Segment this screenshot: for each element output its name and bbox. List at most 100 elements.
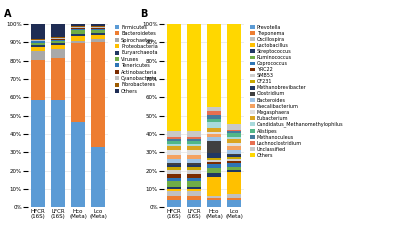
Bar [71, 43, 85, 122]
Bar [187, 200, 201, 207]
Bar [31, 24, 45, 39]
Bar [31, 41, 45, 43]
Bar [167, 170, 181, 174]
Bar [167, 150, 181, 155]
Bar [227, 157, 241, 159]
Bar [31, 100, 45, 207]
Bar [167, 131, 181, 137]
Bar [227, 159, 241, 161]
Legend: Prevotella, Treponema, Oscillospira, Lactobacillus, Streptococcus, Ruminococcus,: Prevotella, Treponema, Oscillospira, Lac… [250, 25, 343, 158]
Bar [227, 172, 241, 194]
Bar [227, 170, 241, 172]
Bar [207, 198, 221, 200]
Text: B: B [140, 9, 147, 19]
Bar [187, 191, 201, 196]
Bar [227, 142, 241, 146]
Bar [31, 51, 45, 60]
Bar [91, 26, 105, 27]
Bar [167, 139, 181, 141]
Bar [167, 174, 181, 178]
Bar [207, 122, 221, 128]
Bar [227, 200, 241, 207]
Bar [207, 160, 221, 162]
Bar [71, 24, 85, 26]
Bar [71, 34, 85, 36]
Bar [227, 24, 241, 124]
Bar [31, 45, 45, 47]
Bar [91, 30, 105, 33]
Bar [207, 111, 221, 115]
Bar [71, 27, 85, 28]
Bar [51, 39, 65, 40]
Bar [31, 40, 45, 41]
Bar [227, 150, 241, 154]
Bar [207, 115, 221, 119]
Bar [227, 130, 241, 131]
Bar [167, 141, 181, 144]
Bar [31, 43, 45, 45]
Bar [71, 26, 85, 27]
Bar [187, 178, 201, 181]
Bar [91, 24, 105, 26]
Bar [187, 139, 201, 141]
Bar [167, 155, 181, 159]
Bar [187, 155, 201, 159]
Bar [187, 165, 201, 167]
Bar [227, 167, 241, 170]
Bar [71, 41, 85, 43]
Bar [227, 161, 241, 163]
Bar [71, 36, 85, 41]
Bar [227, 194, 241, 198]
Bar [91, 29, 105, 30]
Bar [51, 49, 65, 58]
Bar [207, 177, 221, 196]
Bar [51, 40, 65, 41]
Bar [207, 141, 221, 153]
Bar [187, 187, 201, 189]
Bar [51, 43, 65, 45]
Bar [227, 124, 241, 130]
Bar [167, 137, 181, 139]
Bar [187, 174, 201, 178]
Bar [91, 147, 105, 207]
Bar [207, 24, 221, 107]
Bar [207, 128, 221, 132]
Bar [207, 107, 221, 111]
Bar [91, 28, 105, 29]
Bar [187, 189, 201, 191]
Bar [207, 167, 221, 173]
Bar [207, 162, 221, 164]
Bar [167, 159, 181, 163]
Bar [227, 163, 241, 167]
Bar [71, 30, 85, 34]
Bar [227, 133, 241, 137]
Bar [167, 165, 181, 167]
Bar [207, 119, 221, 122]
Bar [187, 146, 201, 150]
Bar [71, 29, 85, 30]
Bar [227, 198, 241, 200]
Bar [187, 167, 201, 170]
Bar [227, 154, 241, 155]
Bar [187, 163, 201, 165]
Bar [91, 33, 105, 35]
Bar [167, 189, 181, 191]
Bar [167, 146, 181, 150]
Bar [167, 181, 181, 187]
Bar [91, 27, 105, 28]
Bar [91, 35, 105, 39]
Legend: Firmicutes, Bacteroidetes, Spirochaetes, Proteobacteria, Euryarchaeota, Viruses,: Firmicutes, Bacteroidetes, Spirochaetes,… [114, 25, 158, 94]
Bar [227, 139, 241, 142]
Bar [167, 196, 181, 200]
Bar [207, 134, 221, 137]
Bar [187, 159, 201, 163]
Bar [187, 170, 201, 174]
Bar [187, 131, 201, 137]
Bar [187, 196, 201, 200]
Bar [91, 42, 105, 147]
Bar [207, 153, 221, 158]
Bar [227, 146, 241, 150]
Bar [227, 137, 241, 139]
Bar [187, 150, 201, 155]
Bar [187, 24, 201, 131]
